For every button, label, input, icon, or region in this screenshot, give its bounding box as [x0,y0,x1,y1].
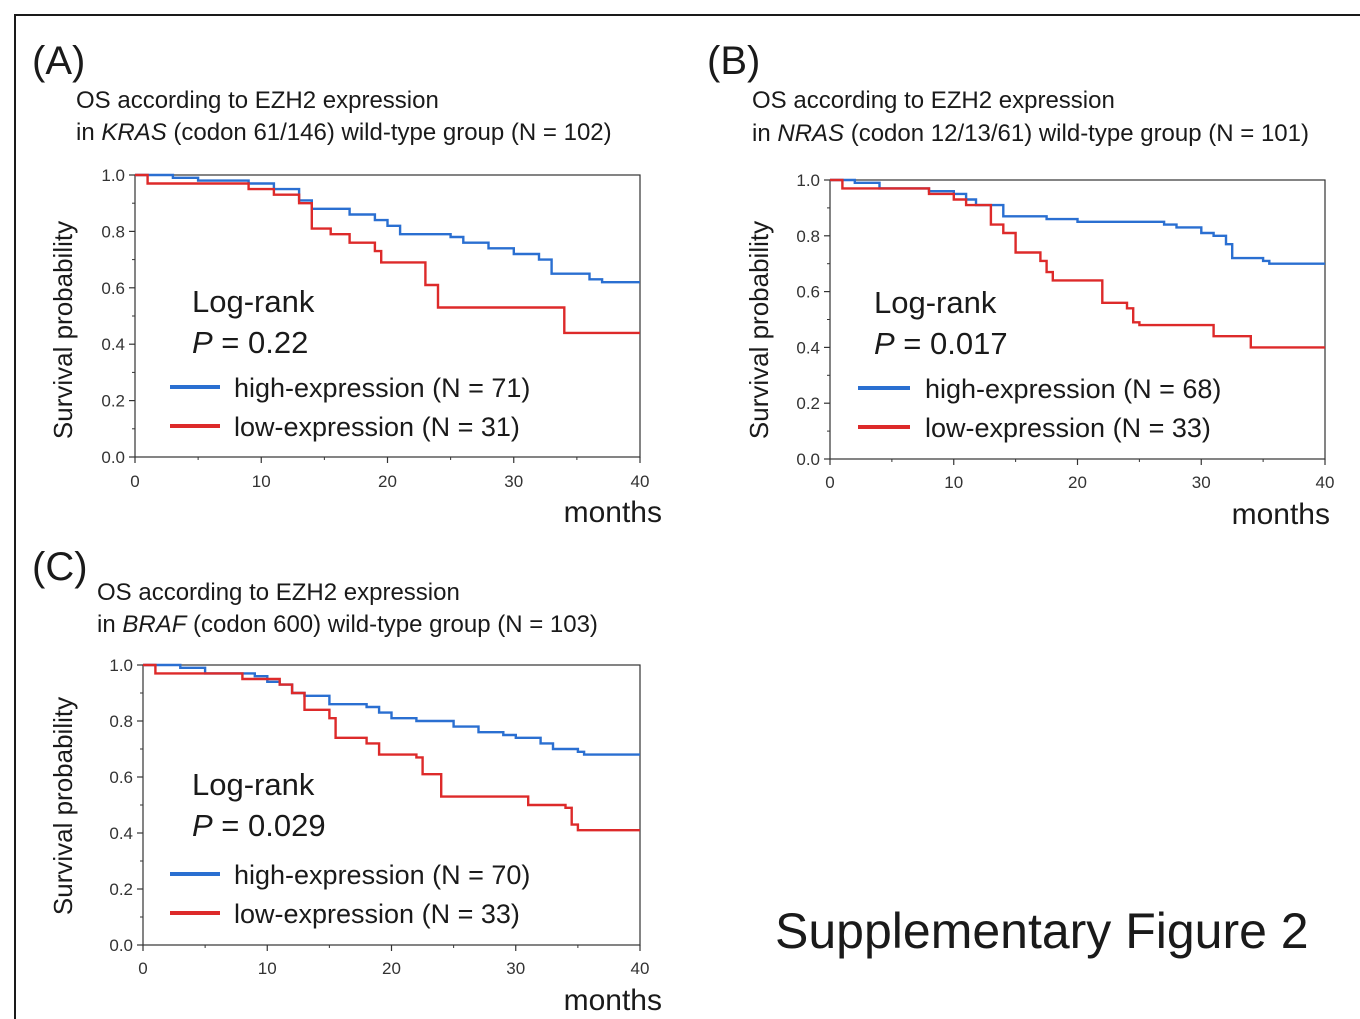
x-tick-label: 30 [504,472,523,491]
title-prefix: in [752,120,777,147]
survival-curve-low [135,173,640,335]
y-tick-label: 0.6 [101,279,125,298]
y-tick-label: 0.4 [796,338,820,357]
y-tick-label: 0.6 [109,768,133,787]
x-tick-label: 0 [825,473,834,492]
y-tick-label: 0.2 [101,392,125,411]
y-tick-label: 1.0 [796,171,820,190]
title-suffix: (codon 12/13/61) wild-type group (N = 10… [844,120,1309,147]
y-tick-label: 0.8 [109,712,133,731]
survival-curve-high [143,663,640,756]
logrank-label: Log-rank [192,284,315,319]
panel-letter: (A) [32,39,85,83]
y-tick-label: 1.0 [101,166,125,185]
legend-label-high: high-expression (N = 68) [925,374,1221,404]
title-suffix: (codon 600) wild-type group (N = 103) [186,611,598,638]
title-gene: NRAS [777,120,844,147]
legend-label-low: low-expression (N = 33) [925,413,1211,443]
panel-letter: (B) [707,39,760,83]
p-symbol: P [192,325,213,360]
panel-letter: (C) [32,545,88,589]
y-axis-label: Survival probability [48,697,78,915]
x-axis-label: months [564,984,662,1017]
legend-label-low: low-expression (N = 33) [234,899,520,929]
figure-caption: Supplementary Figure 2 [775,903,1309,959]
p-value: P = 0.22 [192,325,308,360]
survival-curve-low [830,178,1325,349]
title-suffix: (codon 61/146) wild-type group (N = 102) [167,119,612,146]
panel-a: (A) OS according to EZH2 expression in KRA… [32,39,662,529]
survival-curve-high [830,178,1325,265]
x-tick-label: 0 [138,959,147,978]
x-axis-label: months [564,496,662,529]
panel-b: (B) OS according to EZH2 expression in NRA… [707,39,1334,531]
y-axis-label: Survival probability [48,221,78,439]
x-tick-label: 30 [1192,473,1211,492]
title-gene: BRAF [122,611,187,638]
x-tick-label: 20 [1068,473,1087,492]
panel-title-line2: in BRAF (codon 600) wild-type group (N =… [97,611,598,638]
logrank-label: Log-rank [874,285,997,320]
panel-title-line1: OS according to EZH2 expression [97,579,460,606]
p-value-number: = 0.029 [213,808,326,843]
y-tick-label: 1.0 [109,656,133,675]
y-tick-label: 0.6 [796,283,820,302]
x-tick-label: 40 [631,472,650,491]
panel-title-line2: in NRAS (codon 12/13/61) wild-type group… [752,120,1309,147]
x-tick-label: 0 [130,472,139,491]
legend-label-high: high-expression (N = 70) [234,860,530,890]
x-tick-label: 10 [258,959,277,978]
p-value-number: = 0.017 [895,326,1008,361]
y-axis-label: Survival probability [744,221,774,439]
y-tick-label: 0.2 [109,880,133,899]
x-tick-label: 10 [944,473,963,492]
legend-label-low: low-expression (N = 31) [234,412,520,442]
y-tick-label: 0.0 [101,448,125,467]
p-symbol: P [874,326,895,361]
x-tick-label: 20 [378,472,397,491]
panel-title-line1: OS according to EZH2 expression [752,87,1115,114]
y-tick-label: 0.0 [109,936,133,955]
x-axis-label: months [1232,498,1330,531]
y-tick-label: 0.8 [796,227,820,246]
panel-c: (C) OS according to EZH2 expression in BRA… [32,545,662,1017]
survival-curve-high [135,173,640,284]
y-tick-label: 0.0 [796,450,820,469]
p-value: P = 0.029 [192,808,326,843]
p-value-number: = 0.22 [213,325,309,360]
x-tick-label: 20 [382,959,401,978]
p-value: P = 0.017 [874,326,1008,361]
logrank-label: Log-rank [192,767,315,802]
title-prefix: in [97,611,122,638]
y-tick-label: 0.4 [101,335,125,354]
legend-label-high: high-expression (N = 71) [234,373,530,403]
x-tick-label: 40 [1316,473,1335,492]
x-tick-label: 10 [252,472,271,491]
y-tick-label: 0.4 [109,824,133,843]
figure-frame [14,14,1360,1019]
title-prefix: in [76,119,101,146]
title-gene: KRAS [101,119,166,146]
y-tick-label: 0.2 [796,394,820,413]
p-symbol: P [192,808,213,843]
panel-title-line1: OS according to EZH2 expression [76,87,439,114]
panel-title-line2: in KRAS (codon 61/146) wild-type group (… [76,119,612,146]
x-tick-label: 40 [631,959,650,978]
x-tick-label: 30 [506,959,525,978]
survival-curve-low [143,663,640,832]
y-tick-label: 0.8 [101,222,125,241]
